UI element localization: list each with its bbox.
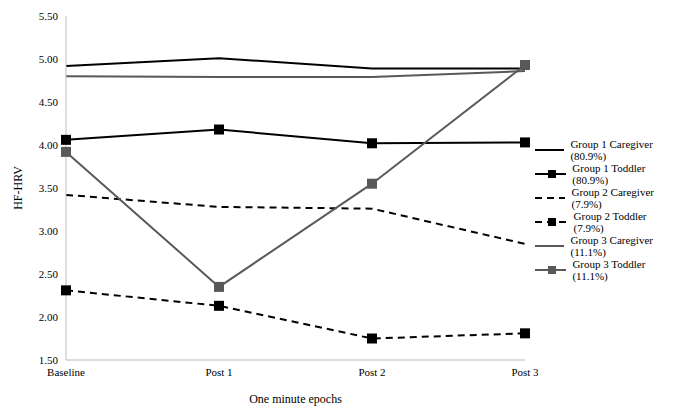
svg-text:One minute epochs: One minute epochs xyxy=(249,392,342,406)
html-text:Group 3 Toddler (11.1%): Group 3 Toddler (11.1%) xyxy=(572,258,646,282)
html-text:Group 1 Toddler (80.9%): Group 1 Toddler (80.9%) xyxy=(572,162,646,186)
svg-text:1.50: 1.50 xyxy=(39,354,59,366)
svg-text:4.00: 4.00 xyxy=(39,139,59,151)
svg-text:4.50: 4.50 xyxy=(39,96,59,108)
svg-text:5.50: 5.50 xyxy=(39,10,59,22)
svg-text:2.50: 2.50 xyxy=(39,268,59,280)
svg-text:Post 1: Post 1 xyxy=(205,366,232,378)
svg-text:HF-HRV: HF-HRV xyxy=(11,166,25,210)
svg-text:3.00: 3.00 xyxy=(39,225,59,237)
svg-text:2.00: 2.00 xyxy=(39,311,59,323)
svg-text:3.50: 3.50 xyxy=(39,182,59,194)
svg-text:Post 3: Post 3 xyxy=(511,366,539,378)
html-text:Group 2 Caregiver (7.9%): Group 2 Caregiver (7.9%) xyxy=(571,186,654,210)
html-text:Group 3 Caregiver (11.1%): Group 3 Caregiver (11.1%) xyxy=(570,234,653,258)
html-text:Group 1 Caregiver (80.9%): Group 1 Caregiver (80.9%) xyxy=(570,138,653,162)
svg-text:Baseline: Baseline xyxy=(47,366,85,378)
svg-text:Post 2: Post 2 xyxy=(358,366,385,378)
html-text:Group 2 Toddler (7.9%): Group 2 Toddler (7.9%) xyxy=(573,210,647,234)
svg-text:5.00: 5.00 xyxy=(39,53,59,65)
